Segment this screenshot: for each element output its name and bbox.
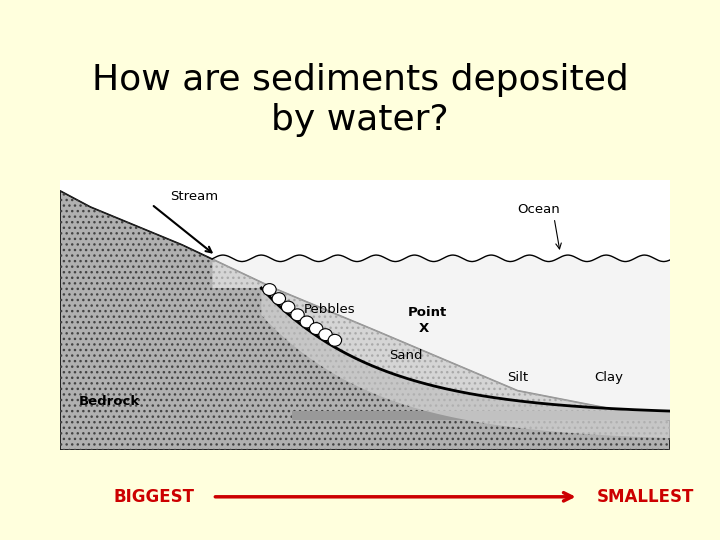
Text: Stream: Stream (170, 190, 218, 202)
Text: Ocean: Ocean (518, 203, 560, 216)
Circle shape (263, 284, 276, 295)
Text: Pebbles: Pebbles (304, 303, 356, 316)
Text: Clay: Clay (595, 370, 624, 383)
Circle shape (310, 322, 323, 334)
Polygon shape (60, 191, 670, 450)
Text: BIGGEST: BIGGEST (113, 488, 194, 506)
Polygon shape (212, 255, 670, 411)
Circle shape (328, 334, 341, 346)
Text: Silt: Silt (507, 370, 528, 383)
Text: SMALLEST: SMALLEST (597, 488, 694, 506)
Circle shape (282, 301, 295, 313)
Text: Bedrock: Bedrock (78, 395, 140, 408)
Circle shape (319, 329, 332, 341)
Circle shape (272, 293, 286, 305)
Text: How are sediments deposited: How are sediments deposited (91, 63, 629, 97)
Text: Point: Point (408, 306, 447, 319)
Text: by water?: by water? (271, 103, 449, 137)
Polygon shape (292, 411, 670, 420)
Circle shape (300, 316, 313, 328)
Polygon shape (261, 288, 670, 438)
Text: Sand: Sand (390, 349, 423, 362)
Text: X: X (419, 322, 429, 335)
Circle shape (291, 309, 305, 321)
